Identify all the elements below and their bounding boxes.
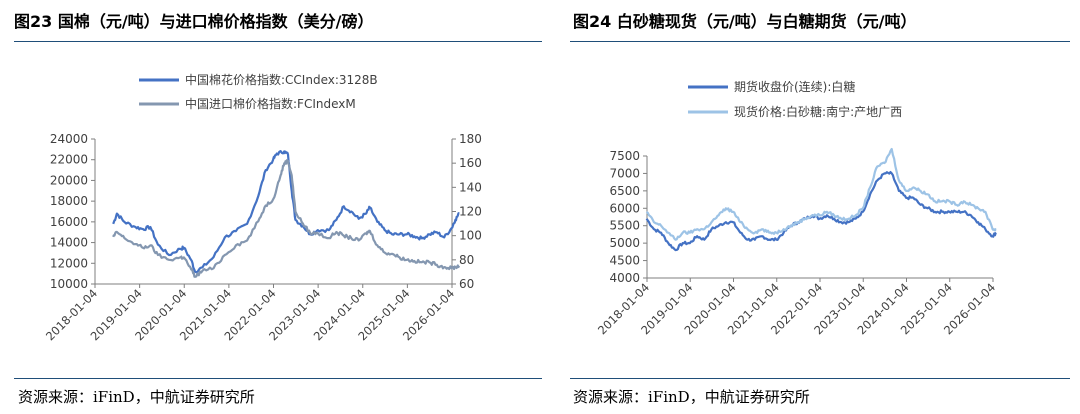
y-tick-label: 14000 <box>50 236 88 250</box>
source-note-right: 资源来源：iFinD，中航证券研究所 <box>573 386 810 407</box>
y2-tick-label: 100 <box>459 229 482 243</box>
y-tick-label: 4000 <box>609 271 640 285</box>
series-line-2 <box>647 149 997 240</box>
y-tick-label: 7000 <box>609 166 640 180</box>
y2-tick-label: 140 <box>459 180 482 194</box>
y-tick-label: 5000 <box>609 236 640 250</box>
y-tick-label: 16000 <box>50 215 88 229</box>
cotton-price-chart: 10000 12000 14000 16000 18000 20000 22000 24000… <box>0 0 540 414</box>
y2-tick-label: 120 <box>459 205 482 219</box>
series-line-2 <box>113 160 459 276</box>
source-rule-left <box>14 378 542 379</box>
legend-label: 中国棉花价格指数:CCIndex:3128B <box>185 72 378 87</box>
y-tick-label: 10000 <box>50 277 88 291</box>
y-tick-label: 4500 <box>609 254 640 268</box>
y-tick-label: 22000 <box>50 153 88 167</box>
y-tick-label: 7500 <box>609 149 640 163</box>
y-tick-label: 24000 <box>50 132 88 146</box>
y-tick-label: 6000 <box>609 201 640 215</box>
y2-tick-label: 80 <box>459 253 474 267</box>
source-note-left: 资源来源：iFinD，中航证券研究所 <box>18 386 255 407</box>
y-tick-label: 12000 <box>50 256 88 270</box>
y-tick-label: 5500 <box>609 219 640 233</box>
source-rule-right <box>570 378 1070 379</box>
legend-label: 中国进口棉价格指数:FCIndexM <box>185 96 356 111</box>
y-tick-label: 18000 <box>50 194 88 208</box>
y2-tick-label: 180 <box>459 132 482 146</box>
y2-tick-label: 60 <box>459 277 474 291</box>
y2-tick-label: 160 <box>459 156 482 170</box>
legend-label: 现货价格:白砂糖:南宁:产地广西 <box>734 104 902 119</box>
sugar-price-chart: 400045005000550060006500700075002018-01-… <box>540 0 1080 414</box>
y-tick-label: 20000 <box>50 173 88 187</box>
series-line-1 <box>647 172 997 250</box>
legend-label: 期货收盘价(连续):白糖 <box>734 79 855 94</box>
series-line-1 <box>113 151 459 272</box>
y-tick-label: 6500 <box>609 184 640 198</box>
